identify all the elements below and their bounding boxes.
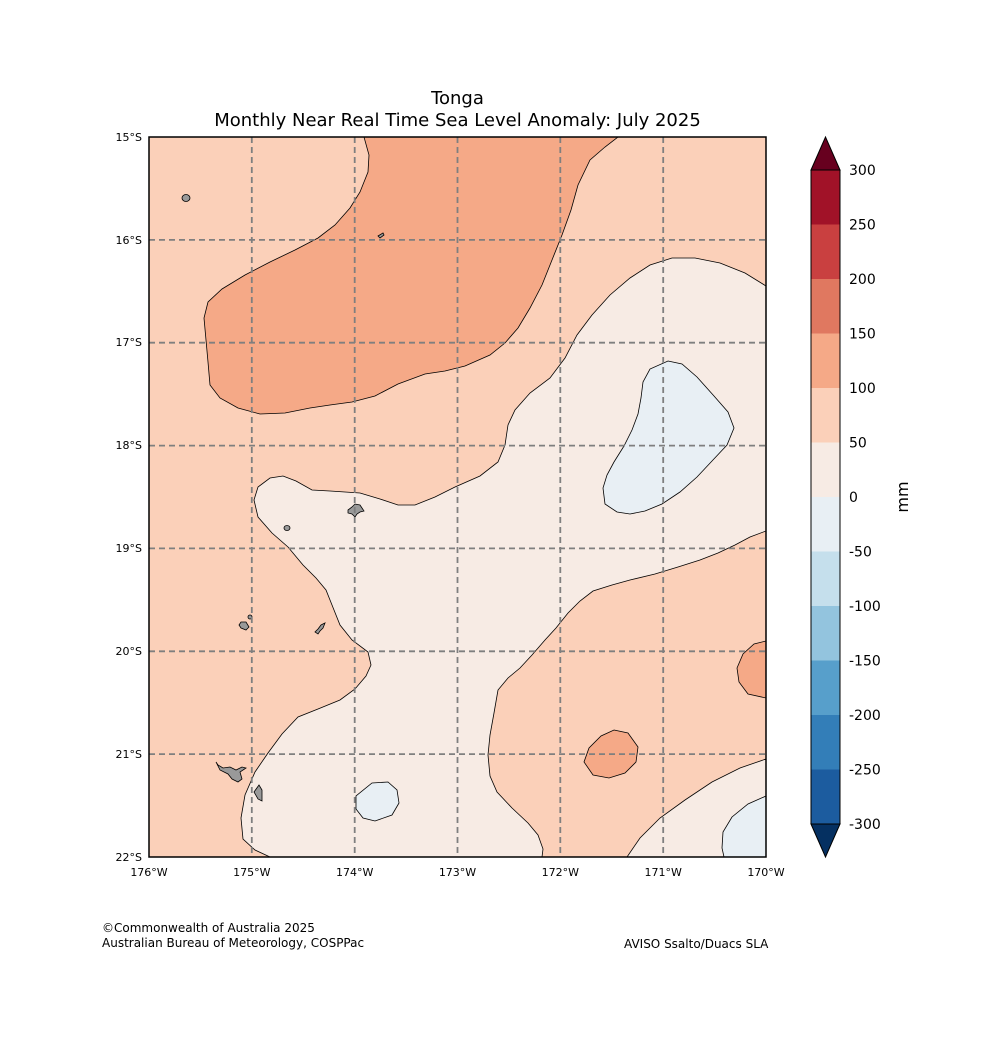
lat-label: 19°S — [116, 542, 142, 555]
colorbar-tick-label: 150 — [849, 327, 876, 343]
colorbar-segment — [811, 279, 840, 334]
island-haapai-c — [314, 622, 326, 635]
contour-fill-m50-0-small — [355, 781, 400, 822]
contour-fill-100-150-east — [736, 640, 766, 699]
colorbar-segment — [811, 606, 840, 661]
colorbar-unit-label: mm — [893, 481, 912, 512]
lat-label: 22°S — [116, 851, 142, 864]
colorbar-tick-label: 200 — [849, 272, 876, 288]
colorbar-tick-label: 300 — [849, 163, 876, 179]
credits-left: ©Commonwealth of Australia 2025 Australi… — [102, 921, 364, 951]
lon-label: 170°W — [747, 866, 784, 879]
colorbar-segment — [811, 769, 840, 824]
island-vavau — [347, 503, 365, 518]
colorbar-extend-max — [810, 135, 841, 171]
copyright-text: ©Commonwealth of Australia 2025 — [102, 921, 315, 935]
colorbar-tick-label: 50 — [849, 436, 867, 452]
lat-label: 16°S — [116, 234, 142, 247]
agency-text: Australian Bureau of Meteorology, COSPPa… — [102, 936, 365, 950]
map-title: Tonga — [431, 88, 484, 109]
colorbar-segment — [811, 442, 840, 497]
lon-label: 171°W — [645, 866, 682, 879]
colorbar-tick-label: -250 — [849, 763, 881, 779]
colorbar-extend-min — [810, 823, 841, 859]
island-tongatapu — [215, 761, 247, 783]
lat-label: 21°S — [116, 748, 142, 761]
lon-label: 173°W — [439, 866, 476, 879]
lon-label: 172°W — [542, 866, 579, 879]
map-subtitle: Monthly Near Real Time Sea Level Anomaly… — [214, 110, 701, 131]
colorbar: 300 250 200 150 100 50 0 -50 -100 -150 -200 -250 -30… — [810, 135, 912, 859]
colorbar-frame — [810, 169, 841, 825]
contour-fill-100-150-north — [203, 137, 619, 415]
colorbar-tick-label: -300 — [849, 817, 881, 833]
island-eua — [253, 784, 263, 802]
map-frame — [148, 136, 767, 858]
contour-fills — [149, 137, 766, 857]
colorbar-tick-label: -100 — [849, 599, 881, 615]
lon-label: 175°W — [233, 866, 270, 879]
island-niuafoou — [181, 194, 191, 202]
graticule — [149, 137, 766, 857]
colorbar-tick-label: 0 — [849, 490, 858, 506]
contour-fill-m50-0-southeast — [721, 795, 766, 857]
colorbar-tick-label: -150 — [849, 654, 881, 670]
lat-label: 15°S — [116, 131, 142, 144]
colorbar-segment — [811, 224, 840, 279]
colorbar-segment — [811, 715, 840, 770]
colorbar-segment — [811, 170, 840, 225]
lat-label: 18°S — [116, 439, 142, 452]
colorbar-segment — [811, 497, 840, 552]
lon-label: 176°W — [130, 866, 167, 879]
colorbar-tick-label: 250 — [849, 218, 876, 234]
data-source-text: AVISO Ssalto/Duacs SLA — [624, 937, 769, 951]
colorbar-segment — [811, 660, 840, 715]
contour-fill-m50-0-center — [602, 360, 735, 515]
lat-label: 17°S — [116, 336, 142, 349]
colorbar-segment — [811, 388, 840, 443]
colorbar-segment — [811, 551, 840, 606]
island-lateiki — [283, 525, 291, 531]
colorbar-segment — [811, 333, 840, 388]
lat-label: 20°S — [116, 645, 142, 658]
island-tafahi — [377, 232, 385, 239]
lon-label: 174°W — [336, 866, 373, 879]
colorbar-tick-label: 100 — [849, 381, 876, 397]
colorbar-tick-label: -50 — [849, 545, 872, 561]
island-haapai-a — [238, 621, 250, 631]
colorbar-tick-label: -200 — [849, 708, 881, 724]
contour-fill-0-50-main — [240, 257, 766, 857]
lon-axis-labels: 176°W 175°W 174°W 173°W 172°W 171°W 170°… — [130, 866, 784, 879]
lat-axis-labels: 15°S 16°S 17°S 18°S 19°S 20°S 21°S 22°S — [116, 131, 142, 864]
